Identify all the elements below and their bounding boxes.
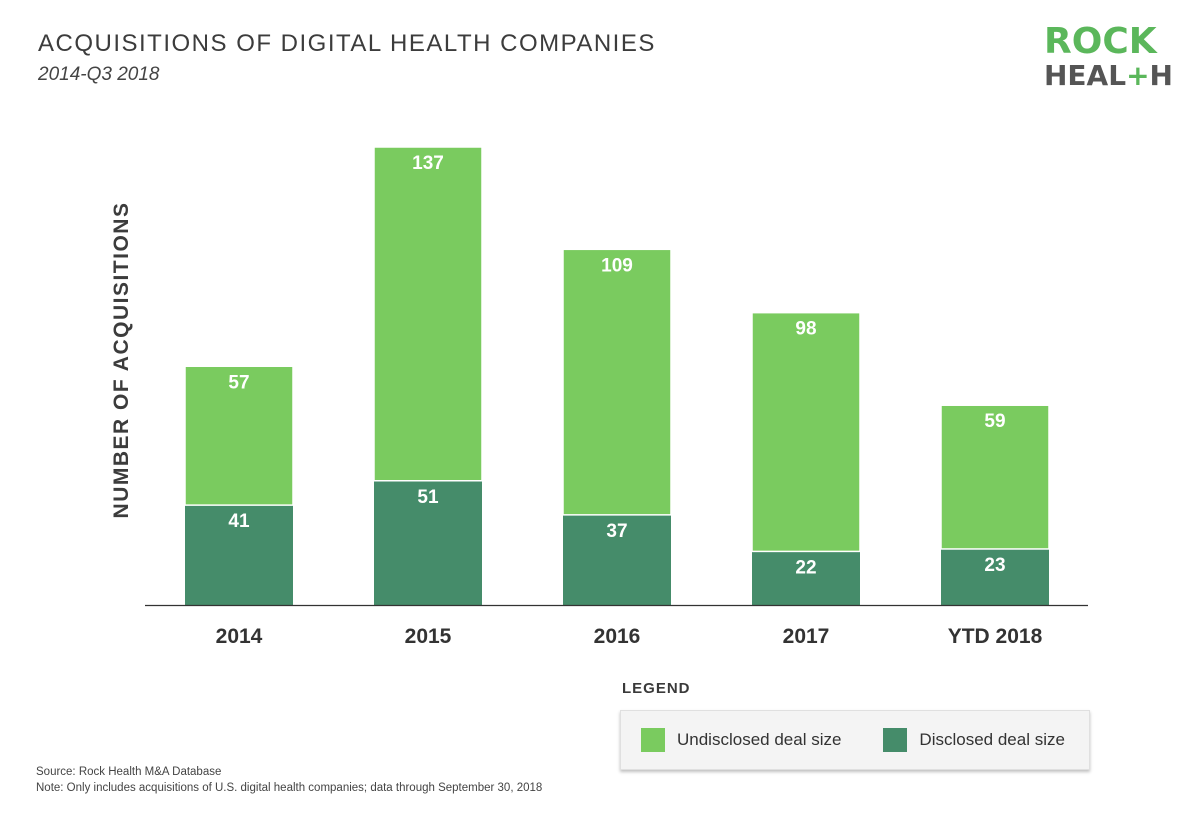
bar-disclosed-2 bbox=[563, 514, 671, 605]
source-text: Source: Rock Health M&A Database bbox=[36, 766, 222, 778]
y-axis-label: NUMBER OF ACQUISITIONS bbox=[110, 202, 133, 519]
data-label-undisclosed-3: 98 bbox=[795, 319, 816, 340]
legend-label-undisclosed: Undisclosed deal size bbox=[677, 730, 842, 749]
logo-line-2-pre: HEAL bbox=[1044, 59, 1127, 92]
data-label-disclosed-3: 22 bbox=[795, 557, 816, 578]
legend-heading: LEGEND bbox=[622, 680, 691, 697]
rock-health-logo: ROCK HEAL+H bbox=[1044, 21, 1173, 92]
x-tick-label-1: 2015 bbox=[405, 625, 452, 648]
logo-line-2: HEAL+H bbox=[1044, 59, 1173, 92]
legend-label-disclosed: Disclosed deal size bbox=[919, 730, 1065, 749]
x-tick-label-2: 2016 bbox=[594, 625, 641, 648]
bar-disclosed-3 bbox=[752, 551, 860, 605]
bar-disclosed-0 bbox=[185, 505, 293, 605]
note-text: Note: Only includes acquisitions of U.S.… bbox=[36, 782, 543, 794]
bar-disclosed-4 bbox=[941, 548, 1049, 605]
data-label-disclosed-0: 41 bbox=[228, 511, 250, 532]
data-label-disclosed-1: 51 bbox=[417, 487, 439, 508]
x-tick-label-3: 2017 bbox=[783, 625, 830, 648]
legend-swatch-undisclosed bbox=[641, 728, 665, 752]
bar-disclosed-1 bbox=[374, 480, 482, 605]
data-label-undisclosed-1: 137 bbox=[412, 153, 444, 174]
bar-undisclosed-3 bbox=[751, 311, 861, 553]
data-label-undisclosed-2: 109 bbox=[601, 255, 633, 276]
data-label-disclosed-4: 23 bbox=[984, 555, 1005, 576]
chart-subtitle: 2014-Q3 2018 bbox=[38, 64, 160, 85]
logo-plus-icon: + bbox=[1126, 59, 1150, 92]
logo-line-1: ROCK bbox=[1044, 21, 1157, 62]
data-label-undisclosed-0: 57 bbox=[228, 372, 249, 393]
legend: Undisclosed deal size Disclosed deal siz… bbox=[620, 710, 1090, 770]
footnote: Source: Rock Health M&A Database Note: O… bbox=[36, 764, 542, 796]
bar-undisclosed-4 bbox=[940, 404, 1050, 550]
x-tick-label-4: YTD 2018 bbox=[948, 625, 1043, 648]
legend-swatch-disclosed bbox=[883, 728, 908, 752]
logo-line-2-post: H bbox=[1149, 59, 1173, 92]
data-label-disclosed-2: 37 bbox=[606, 521, 627, 542]
bar-undisclosed-0 bbox=[184, 365, 294, 506]
bar-undisclosed-1 bbox=[373, 146, 483, 482]
legend-item-disclosed: Disclosed deal size bbox=[883, 728, 1065, 752]
data-label-undisclosed-4: 59 bbox=[984, 411, 1005, 432]
bar-undisclosed-2 bbox=[562, 248, 672, 516]
x-tick-label-0: 2014 bbox=[216, 625, 263, 648]
legend-item-undisclosed: Undisclosed deal size bbox=[641, 728, 841, 752]
chart-title: ACQUISITIONS OF DIGITAL HEALTH COMPANIES bbox=[38, 30, 656, 57]
